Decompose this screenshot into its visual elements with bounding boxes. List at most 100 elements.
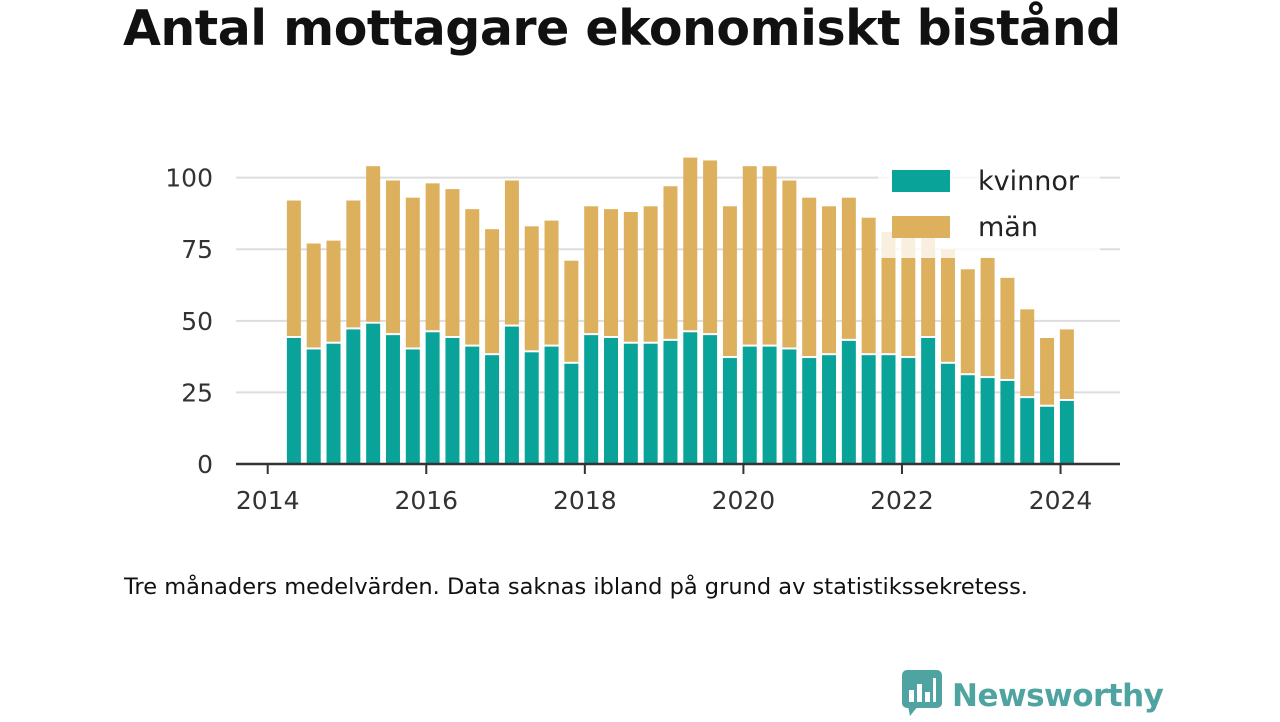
bar-man (286, 200, 301, 336)
bar-man (306, 243, 321, 348)
bar-kvinnor (742, 346, 757, 464)
bar-man (1020, 309, 1035, 397)
legend-label: kvinnor (978, 166, 1080, 197)
y-ticks: 0 25 50 75 100 (165, 164, 213, 479)
bar-man (326, 240, 341, 342)
bar-kvinnor (286, 338, 301, 464)
bar-man (683, 157, 698, 331)
bar-man (940, 249, 955, 362)
bars (286, 157, 1074, 464)
bar-kvinnor (584, 335, 599, 464)
bar-kvinnor (385, 335, 400, 464)
bar-man (465, 209, 480, 345)
bar-man (604, 209, 619, 336)
bar-kvinnor (841, 340, 856, 464)
bar-kvinnor (980, 378, 995, 464)
bar-kvinnor (504, 326, 519, 464)
bar-man (703, 160, 718, 334)
bar-man (822, 206, 837, 354)
bar-man (663, 186, 678, 339)
bar-kvinnor (782, 349, 797, 464)
bar-man (485, 229, 500, 354)
bar-chart-speech-bubble-icon (902, 670, 942, 722)
bar-kvinnor (604, 338, 619, 464)
y-tick-label: 75 (181, 235, 213, 264)
bar-man (346, 200, 361, 328)
y-tick-label: 100 (165, 164, 213, 193)
bar-kvinnor (683, 332, 698, 464)
bar-man (782, 180, 797, 348)
bar-kvinnor (881, 355, 896, 464)
bar-man (1059, 329, 1074, 399)
bar-kvinnor (405, 349, 420, 464)
bar-man (623, 212, 638, 342)
bar-kvinnor (524, 352, 539, 464)
chart-title: Antal mottagare ekonomiskt bistånd (123, 0, 1121, 57)
bar-man (861, 217, 876, 354)
bar-man (722, 206, 737, 357)
bar-man (841, 197, 856, 339)
bar-kvinnor (1000, 380, 1015, 464)
bar-man (524, 226, 539, 351)
bar-kvinnor (901, 358, 916, 464)
bar-man (445, 189, 460, 336)
bar-kvinnor (960, 375, 975, 464)
bar-kvinnor (940, 363, 955, 464)
x-tick-label: 2018 (553, 486, 617, 515)
bar-man (901, 232, 916, 357)
bar-man (1000, 277, 1015, 379)
y-tick-label: 50 (181, 307, 213, 336)
bar-kvinnor (643, 343, 658, 464)
bar-kvinnor (623, 343, 638, 464)
bar-kvinnor (861, 355, 876, 464)
bar-man (1040, 338, 1055, 405)
bar-kvinnor (326, 343, 341, 464)
bar-kvinnor (1059, 401, 1074, 464)
bar-kvinnor (762, 346, 777, 464)
bar-kvinnor (425, 332, 440, 464)
bar-man (762, 166, 777, 345)
newsworthy-logo: Newsworthy (902, 670, 1164, 722)
bar-man (385, 180, 400, 334)
x-ticks: 2014 2016 2018 2020 2022 2024 (236, 464, 1092, 515)
x-tick-label: 2022 (870, 486, 934, 515)
bar-man (960, 269, 975, 374)
bar-man (742, 166, 757, 345)
y-tick-label: 0 (197, 450, 213, 479)
legend-swatch (892, 216, 950, 238)
bar-kvinnor (445, 338, 460, 464)
bar-man (425, 183, 440, 331)
logo-text: Newsworthy (952, 678, 1164, 714)
chart: 2014 2016 2018 2020 2022 2024 0 25 50 75 100 kvin… (165, 157, 1120, 515)
bar-kvinnor (1020, 398, 1035, 464)
bar-kvinnor (564, 363, 579, 464)
bar-man (980, 257, 995, 377)
legend-label: män (978, 212, 1038, 243)
bar-kvinnor (485, 355, 500, 464)
bar-man (366, 166, 381, 322)
bar-kvinnor (366, 323, 381, 464)
chart-caption: Tre månaders medelvärden. Data saknas ib… (124, 574, 1028, 600)
bar-man (504, 180, 519, 325)
bar-man (544, 220, 559, 345)
bar-kvinnor (802, 358, 817, 464)
bar-man (643, 206, 658, 342)
bar-kvinnor (465, 346, 480, 464)
bar-kvinnor (306, 349, 321, 464)
y-tick-label: 25 (181, 378, 213, 407)
bar-kvinnor (1040, 406, 1055, 464)
bar-kvinnor (921, 338, 936, 464)
bar-kvinnor (722, 358, 737, 464)
bar-man (405, 197, 420, 348)
bar-kvinnor (346, 329, 361, 464)
x-tick-label: 2020 (712, 486, 776, 515)
x-tick-label: 2024 (1029, 486, 1093, 515)
bar-man (584, 206, 599, 334)
legend-swatch (892, 170, 950, 192)
bar-man (881, 232, 896, 354)
bar-kvinnor (703, 335, 718, 464)
x-tick-label: 2016 (394, 486, 458, 515)
bar-kvinnor (822, 355, 837, 464)
legend: kvinnor män (878, 158, 1100, 258)
bar-kvinnor (544, 346, 559, 464)
